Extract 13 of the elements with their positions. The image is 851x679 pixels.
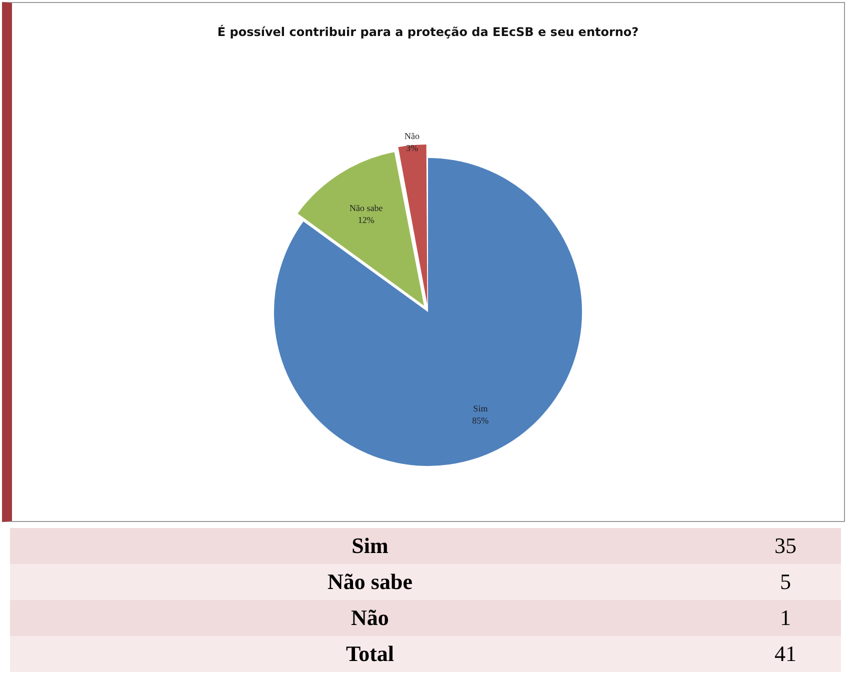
slice-label: Não sabe	[349, 202, 383, 213]
category-label: Não	[350, 604, 390, 632]
category-label: Não sabe	[326, 568, 414, 596]
slice-label: Não	[404, 131, 420, 142]
data-label: 1	[779, 604, 792, 632]
data-label: 12%	[358, 214, 375, 225]
slice-label: Sim	[473, 403, 488, 414]
data-label: 35	[774, 532, 798, 560]
data-label: 3%	[406, 143, 418, 154]
data-label: 85%	[472, 415, 490, 426]
category-label: Sim	[350, 532, 390, 560]
data-label: 5	[779, 568, 792, 596]
chart-title: É possível contribuir para a proteção da EEcSB e seu entorno?	[216, 25, 640, 39]
